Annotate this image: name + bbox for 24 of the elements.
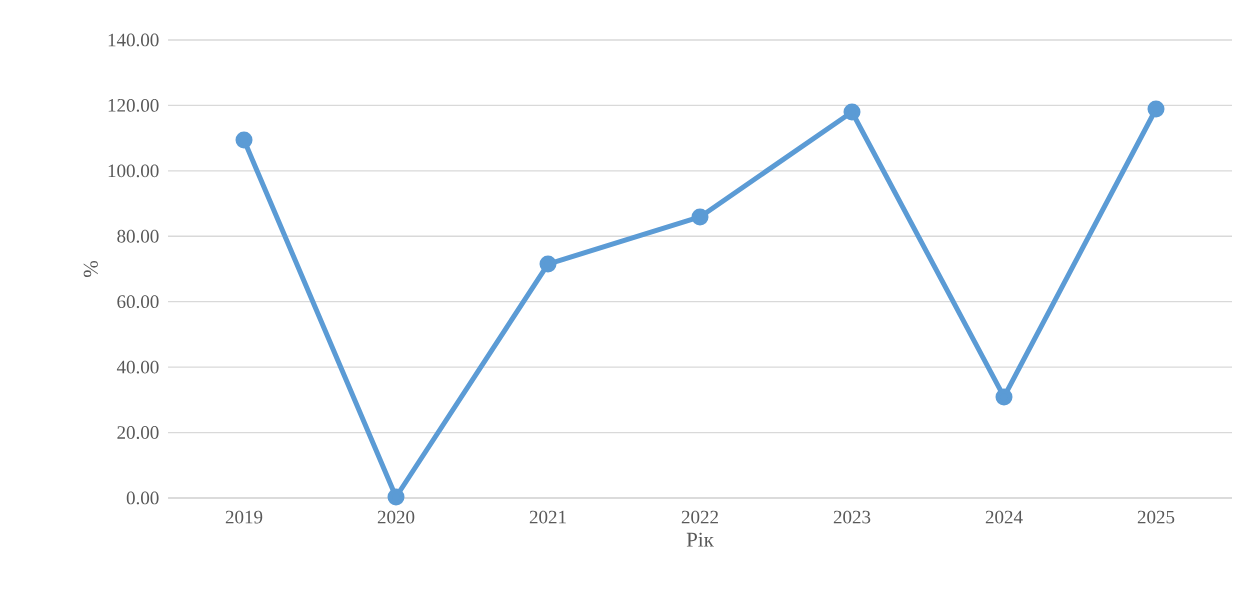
point (1147, 100, 1165, 118)
y-tick-label: 80.00 (117, 229, 159, 243)
point (387, 488, 405, 506)
y-tick-label: 0.00 (126, 491, 159, 505)
point (539, 255, 557, 273)
x-axis-title: Рік (686, 532, 714, 547)
x-tick-label: 2022 (681, 510, 718, 524)
y-tick-label: 120.00 (108, 98, 159, 112)
x-tick-label: 2023 (833, 510, 871, 524)
x-tick-label: 2020 (377, 510, 415, 524)
y-tick-label: 100.00 (108, 164, 159, 178)
y-tick-label: 40.00 (116, 360, 159, 374)
x-tick-label: 2021 (529, 510, 566, 524)
point (235, 131, 253, 149)
x-tick-label: 2019 (225, 510, 263, 524)
point (995, 388, 1013, 406)
x-tick-label: 2025 (1137, 510, 1175, 524)
y-tick-label: 20.00 (117, 426, 159, 440)
y-axis-title: % (83, 260, 98, 278)
point (843, 103, 861, 121)
x-tick-label: 2024 (985, 510, 1023, 524)
y-tick-label: 60.00 (117, 295, 159, 309)
y-tick-label: 140.00 (108, 33, 159, 47)
point (691, 208, 709, 226)
